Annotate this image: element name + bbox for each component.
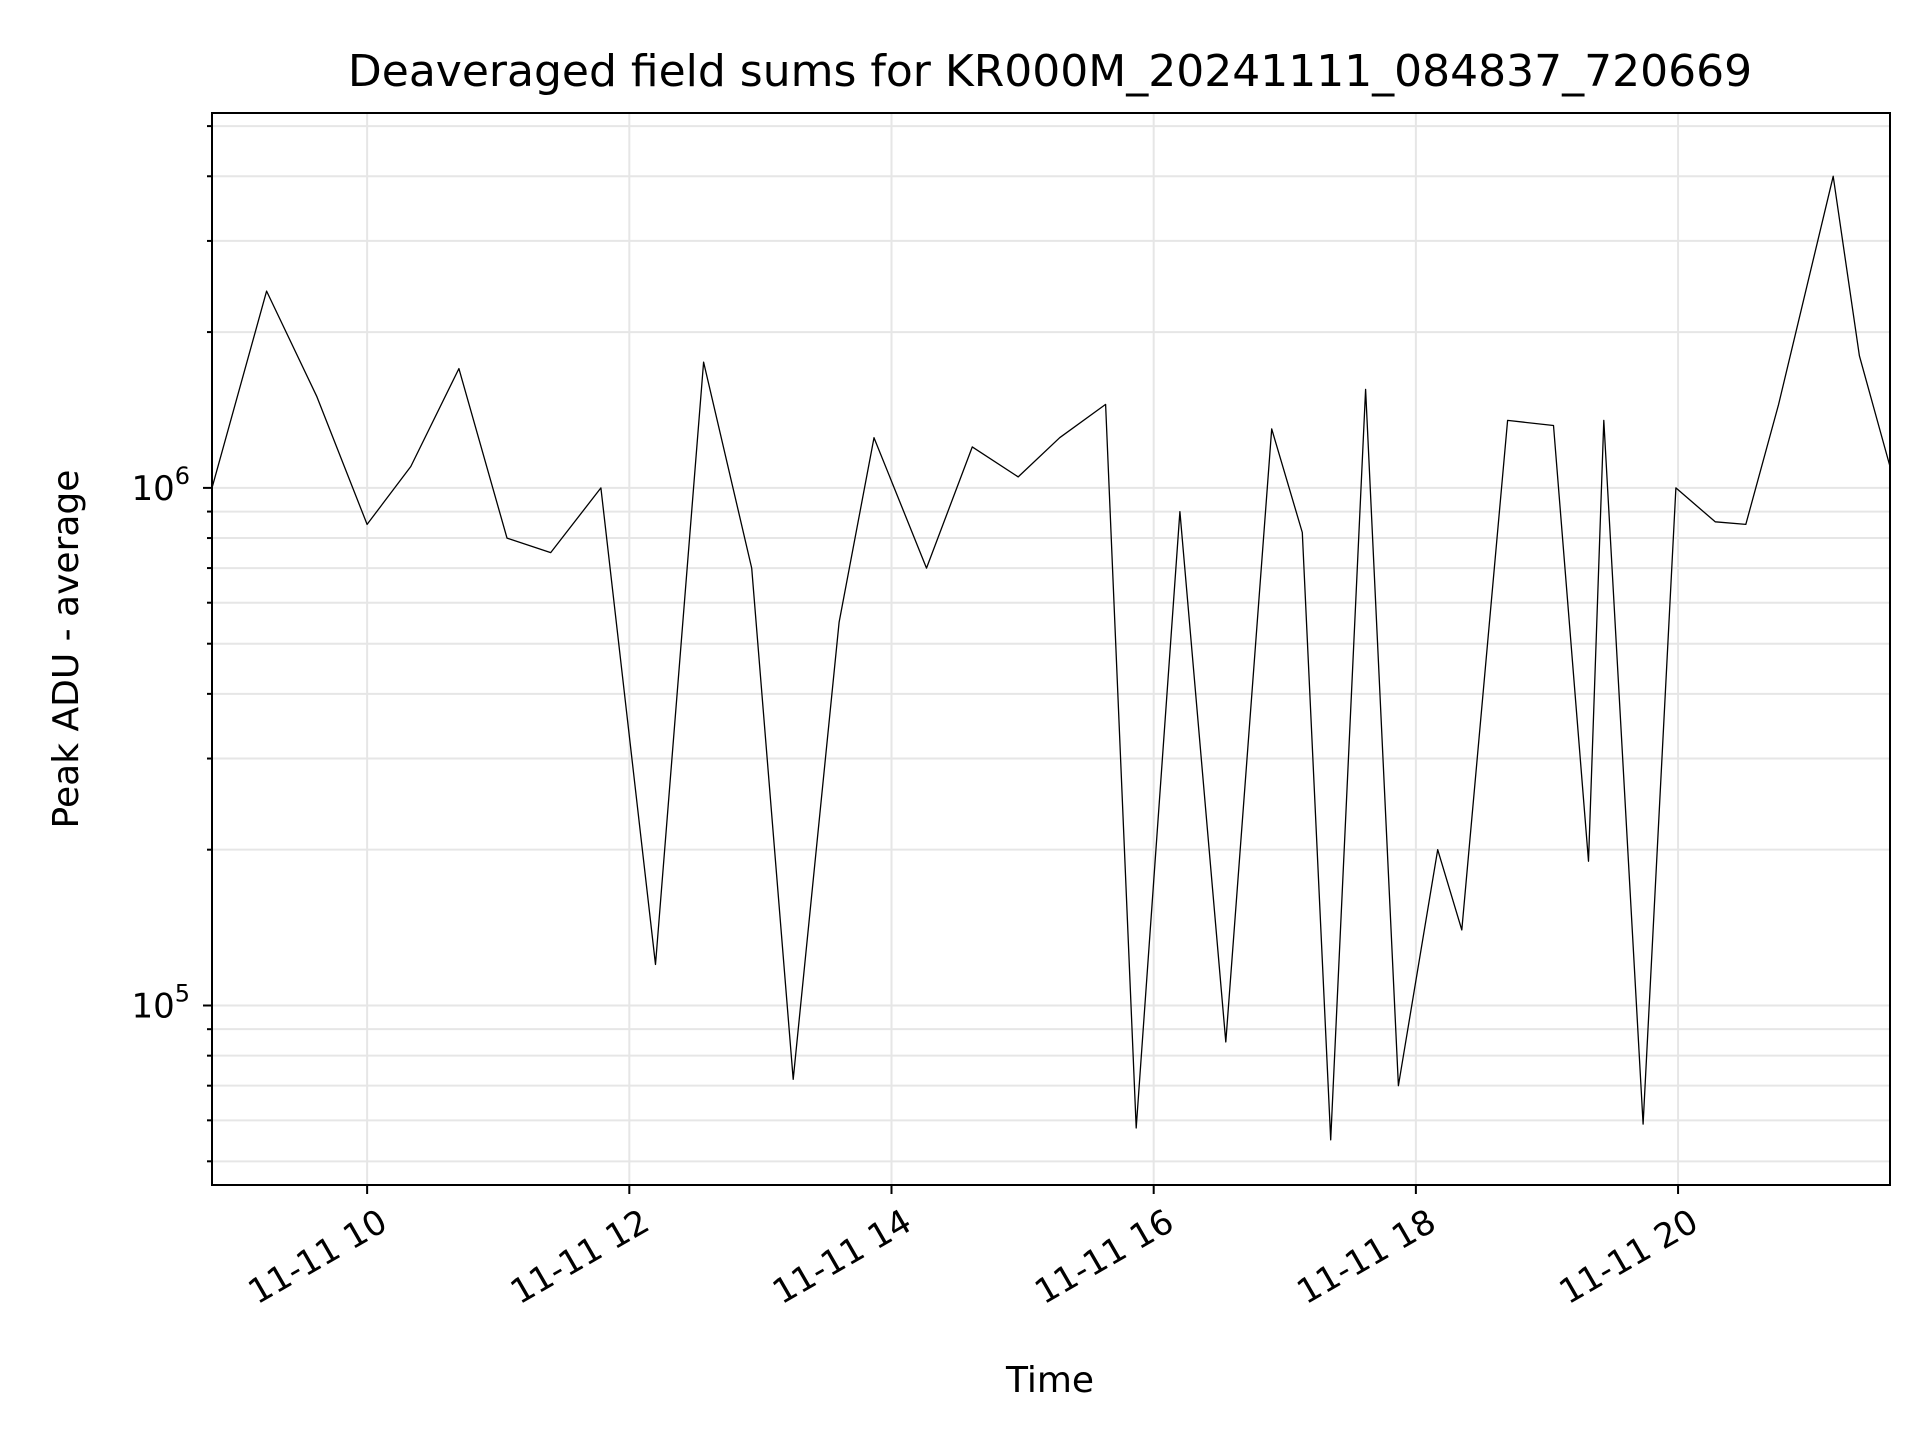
x-axis-label: Time	[1005, 1360, 1094, 1401]
y-axis-label: Peak ADU - average	[46, 470, 87, 829]
y-tick-label: 105	[131, 979, 190, 1026]
series-layer	[211, 175, 1891, 1141]
y-tick-label: 106	[131, 462, 190, 509]
plot-frame	[211, 112, 1891, 1186]
chart-title: Deaveraged field sums for KR000M_2024111…	[348, 46, 1752, 97]
grid-lines	[212, 113, 1890, 1185]
series-line	[211, 175, 1891, 1141]
